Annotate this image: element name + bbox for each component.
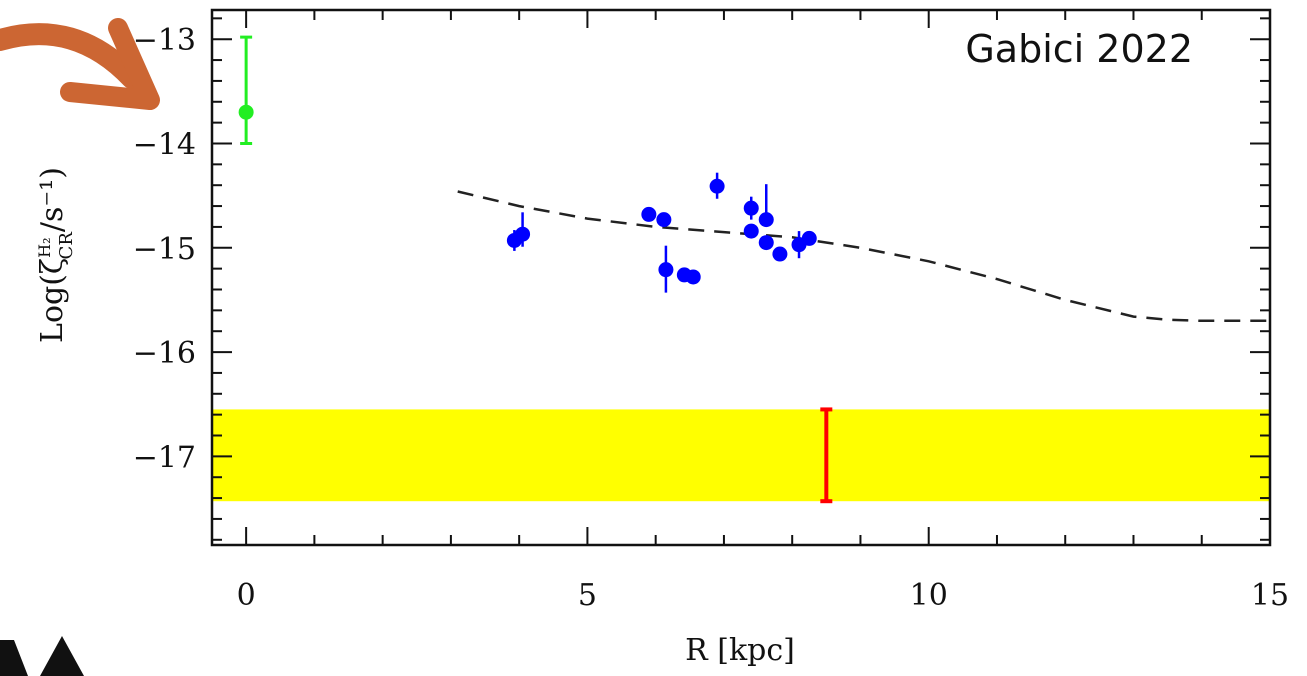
y-label-tail: /s⁻¹) — [35, 167, 70, 232]
data-point — [743, 223, 759, 239]
y-tick-label: −14 — [133, 127, 196, 162]
y-tick-label: −15 — [133, 232, 196, 267]
x-tick-label: 15 — [1251, 578, 1289, 613]
center-point — [238, 104, 254, 120]
y-tick-label: −13 — [133, 23, 196, 58]
x-tick-label: 10 — [910, 578, 948, 613]
data-points — [238, 104, 817, 285]
x-axis-label: R [kpc] — [685, 633, 795, 668]
data-point — [656, 212, 672, 228]
tick-labels: 0 5 10 15 −13 −14 −15 −16 −17 — [133, 23, 1289, 613]
y-tick-label: −17 — [133, 440, 196, 475]
data-point — [772, 246, 788, 262]
data-point — [801, 230, 817, 246]
data-point — [709, 178, 725, 194]
logo-fragment-icon — [0, 636, 84, 676]
data-point — [743, 200, 759, 216]
model-line — [457, 190, 1270, 323]
data-point — [758, 212, 774, 228]
data-point — [685, 269, 701, 285]
data-point — [758, 235, 774, 251]
data-point — [658, 262, 674, 278]
annotation-label: Gabici 2022 — [965, 27, 1193, 71]
data-point — [641, 206, 657, 222]
y-label-sup: H₂ — [35, 237, 54, 257]
y-axis-label: Log(ζH₂ CR/s⁻¹) — [35, 167, 77, 343]
axis-ticks — [212, 10, 1271, 545]
data-point — [515, 226, 531, 242]
x-tick-label: 5 — [578, 578, 597, 613]
y-tick-label: −16 — [133, 336, 196, 371]
x-tick-label: 0 — [237, 578, 256, 613]
y-label-head: Log(ζ — [35, 258, 70, 343]
plot-frame — [210, 8, 1272, 547]
y-label-sub: CR — [56, 232, 77, 260]
arrow-icon — [0, 18, 160, 110]
band-region — [212, 409, 1270, 502]
